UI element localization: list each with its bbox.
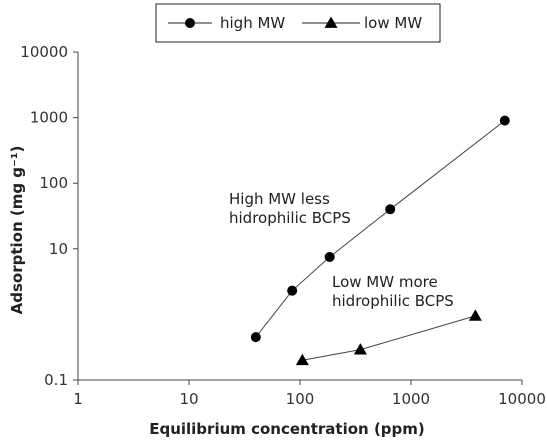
x-tick-label: 1000 — [392, 390, 430, 408]
x-tick-label: 100 — [286, 390, 315, 408]
legend-marker-low-mw — [324, 16, 338, 28]
series-high-mw — [250, 115, 510, 343]
series-low-mw — [295, 309, 482, 366]
x-tick-label: 10 — [179, 390, 198, 408]
y-tick-label: 10000 — [20, 43, 68, 61]
series-layer — [250, 115, 510, 366]
legend-label-low-mw: low MW — [364, 14, 422, 32]
legend-marker-high-mw — [185, 18, 195, 28]
y-tick-label: 1000 — [30, 109, 68, 127]
data-point-low-mw — [353, 343, 367, 355]
data-point-high-mw — [499, 115, 510, 126]
data-point-high-mw — [287, 285, 298, 296]
y-tick-label: 0.1 — [44, 371, 68, 389]
x-tick-label: 1 — [73, 390, 83, 408]
x-tick-label: 10000 — [498, 390, 546, 408]
annotation-line: hidrophilic BCPS — [332, 292, 454, 310]
annotation-text: Low MW more hidrophilic BCPS — [332, 273, 454, 310]
y-axis-title: Adsorption (mg g⁻¹) — [8, 146, 26, 315]
legend: high MW low MW — [155, 3, 441, 43]
data-point-low-mw — [468, 309, 482, 321]
y-tick-label: 10 — [49, 240, 68, 258]
data-point-high-mw — [250, 332, 261, 343]
x-axis-title: Equilibrium concentration (ppm) — [149, 420, 425, 438]
annotation-text: High MW less hidrophilic BCPS — [229, 190, 351, 227]
legend-label-high-mw: high MW — [220, 14, 285, 32]
data-point-low-mw — [295, 353, 309, 366]
series-line-low-mw — [302, 315, 476, 361]
data-point-high-mw — [324, 251, 335, 262]
annotation-line: High MW less — [229, 190, 330, 208]
y-tick-label: 100 — [39, 174, 68, 192]
axes: 1 10 100 1000 10000 0.1 10 100 1000 10000 — [20, 43, 546, 408]
data-point-high-mw — [385, 204, 396, 215]
annotation-line: hidrophilic BCPS — [229, 209, 351, 227]
annotation-line: Low MW more — [332, 273, 438, 291]
